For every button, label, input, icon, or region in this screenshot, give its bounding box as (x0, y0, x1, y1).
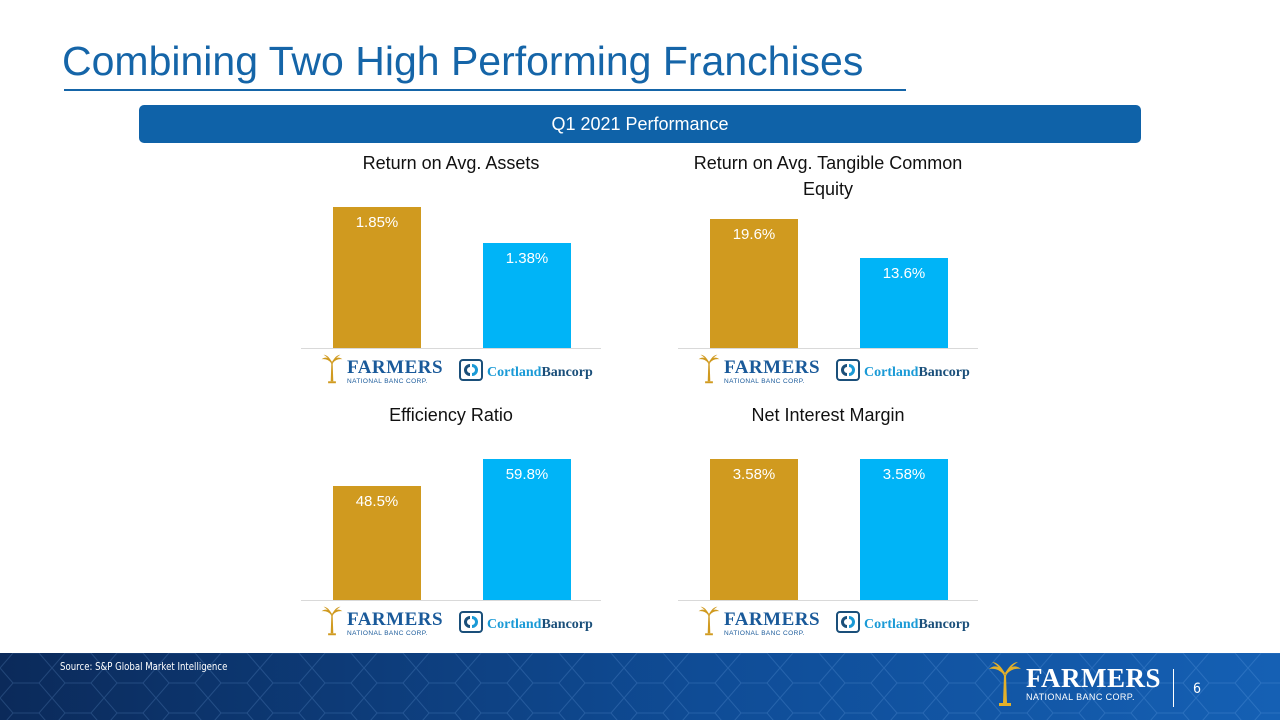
cortland-logo: CortlandBancorp (836, 359, 970, 386)
farmers-logo-text: FARMERS NATIONAL BANC CORP. (724, 610, 820, 638)
bar-value-label: 48.5% (355, 493, 399, 510)
farmers-name: FARMERS (347, 356, 444, 378)
palm-tree-icon (321, 353, 343, 390)
farmers-sub: NATIONAL BANC CORP. (724, 629, 805, 637)
bar-farmers (333, 207, 421, 348)
palm-tree-icon (989, 662, 1021, 706)
cortland-name-part1: Cortland (864, 364, 919, 380)
bar-value-label: 3.58% (882, 466, 926, 483)
palm-tree-icon (321, 605, 343, 642)
bar-value-label: 1.85% (355, 214, 399, 231)
cortland-name-part2: Bancorp (918, 364, 970, 380)
farmers-logo: FARMERS NATIONAL BANC CORP. (321, 353, 443, 390)
cortland-logo: CortlandBancorp (836, 611, 970, 638)
farmers-sub: NATIONAL BANC CORP. (347, 377, 428, 385)
cortland-logo: CortlandBancorp (459, 359, 593, 386)
farmers-logo-text: FARMERS NATIONAL BANC CORP. (347, 358, 443, 386)
farmers-name: FARMERS (724, 356, 821, 378)
cortland-name: CortlandBancorp (864, 365, 970, 381)
bar-value-label: 3.58% (732, 466, 776, 483)
chart-title: Return on Avg. Assets (362, 153, 540, 173)
cortland-name: CortlandBancorp (487, 617, 593, 633)
chart-baseline (301, 348, 601, 349)
chart-title: Efficiency Ratio (389, 405, 513, 425)
cortland-emblem-icon (459, 359, 483, 386)
period-banner: Q1 2021 Performance (139, 105, 1141, 143)
chart-return-on-avg-tce: Return on Avg. Tangible Common Equity 19.… (678, 148, 978, 388)
cortland-name-part1: Cortland (487, 364, 542, 380)
footer-divider (1173, 669, 1174, 707)
farmers-logo: FARMERS NATIONAL BANC CORP. (321, 605, 443, 642)
chart-return-on-avg-assets: Return on Avg. Assets 1.85% 1.38% FARMERS NA… (301, 148, 601, 388)
bar-cortland (483, 243, 571, 348)
hexagon-pattern (0, 653, 1280, 720)
palm-tree-icon (698, 605, 720, 642)
cortland-name-part1: Cortland (864, 616, 919, 632)
bar-farmers (710, 219, 798, 348)
bar-cortland (860, 258, 948, 348)
bar-value-label: 1.38% (505, 250, 549, 267)
chart-baseline (678, 348, 978, 349)
bar-value-label: 59.8% (505, 466, 549, 483)
bar-cortland (483, 459, 571, 600)
page-number: 6 (1193, 681, 1202, 697)
bar-value-label: 13.6% (882, 265, 926, 282)
cortland-name-part2: Bancorp (918, 616, 970, 632)
farmers-name: FARMERS (347, 608, 444, 630)
footer-band: Source: S&P Global Market Intelligence F… (0, 653, 1280, 720)
cortland-emblem-icon (459, 611, 483, 638)
cortland-name: CortlandBancorp (864, 617, 970, 633)
footer-farmers-name: FARMERS (1026, 663, 1161, 693)
footer-farmers-sub: NATIONAL BANC CORP. (1026, 692, 1135, 702)
bar-cortland (860, 459, 948, 600)
cortland-emblem-icon (836, 611, 860, 638)
chart-efficiency-ratio: Efficiency Ratio 48.5% 59.8% FARMERS NATIONA… (301, 402, 601, 642)
farmers-sub: NATIONAL BANC CORP. (724, 377, 805, 385)
farmers-sub: NATIONAL BANC CORP. (347, 629, 428, 637)
cortland-name-part1: Cortland (487, 616, 542, 632)
farmers-logo: FARMERS NATIONAL BANC CORP. (698, 605, 820, 642)
farmers-logo: FARMERS NATIONAL BANC CORP. (698, 353, 820, 390)
farmers-logo-text: FARMERS NATIONAL BANC CORP. (724, 358, 820, 386)
bar-farmers (710, 459, 798, 600)
cortland-logo: CortlandBancorp (459, 611, 593, 638)
chart-title: Net Interest Margin (751, 405, 905, 425)
bar-value-label: 19.6% (732, 226, 776, 243)
chart-baseline (678, 600, 978, 601)
slide-title: Combining Two High Performing Franchises (62, 38, 864, 84)
title-underline (64, 89, 906, 91)
farmers-name: FARMERS (724, 608, 821, 630)
cortland-name: CortlandBancorp (487, 365, 593, 381)
cortland-name-part2: Bancorp (541, 616, 593, 632)
chart-net-interest-margin: Net Interest Margin 3.58% 3.58% FARMERS NATI… (678, 402, 978, 642)
chart-title: Return on Avg. Tangible Common Equity (693, 153, 963, 199)
farmers-logo-text: FARMERS NATIONAL BANC CORP. (347, 610, 443, 638)
chart-baseline (301, 600, 601, 601)
source-note: Source: S&P Global Market Intelligence (60, 660, 228, 673)
cortland-name-part2: Bancorp (541, 364, 593, 380)
palm-tree-icon (698, 353, 720, 390)
cortland-emblem-icon (836, 359, 860, 386)
bar-farmers (333, 486, 421, 600)
footer-farmers-logo: FARMERS NATIONAL BANC CORP. (988, 661, 1161, 707)
